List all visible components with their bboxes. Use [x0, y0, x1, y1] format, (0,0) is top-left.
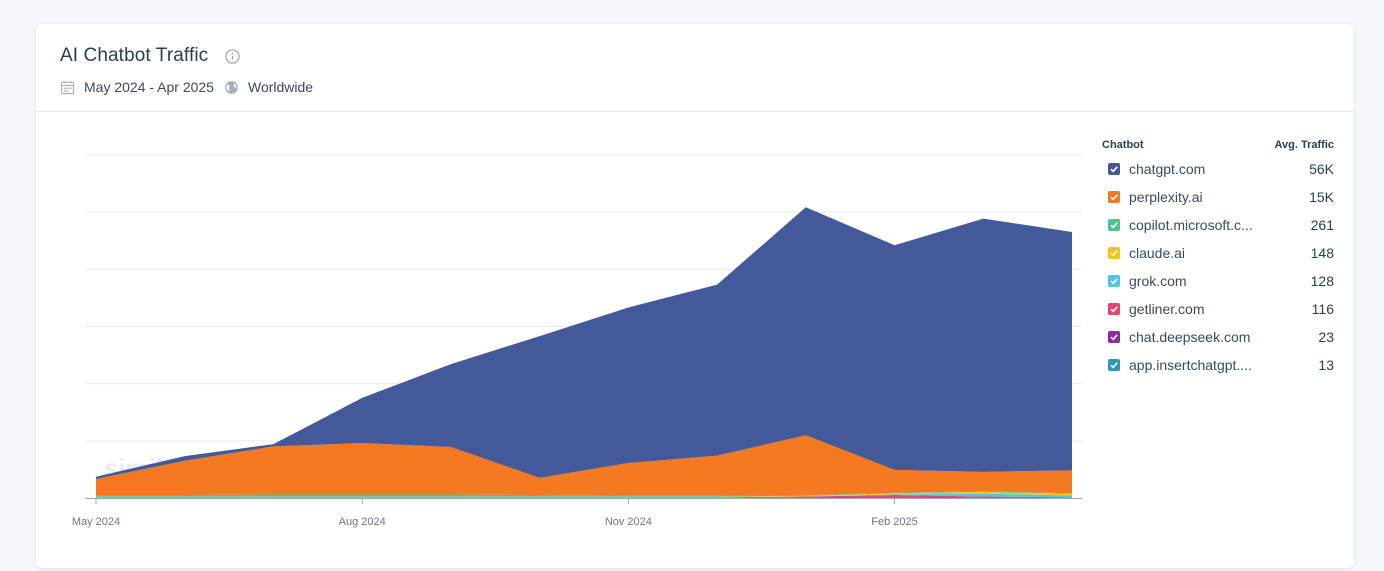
legend-checkbox[interactable] [1108, 303, 1120, 315]
x-tick-label: Nov 2024 [605, 516, 652, 528]
check-icon [1110, 278, 1118, 285]
calendar-icon [60, 80, 75, 94]
check-icon [1110, 222, 1118, 229]
chart-meta: May 2024 - Apr 2025 Worldwide [60, 78, 323, 96]
series-area-chatgpt-com [96, 207, 1072, 480]
legend-item[interactable]: chat.deepseek.com 23 [1102, 323, 1334, 351]
legend-item-value: 116 [1311, 301, 1334, 317]
series-area-claude-ai [96, 491, 1072, 498]
legend-item[interactable]: chatgpt.com 56K [1102, 155, 1334, 183]
check-icon [1110, 362, 1118, 369]
legend-col-traffic: Avg. Traffic [1274, 139, 1335, 151]
check-icon [1110, 250, 1118, 257]
check-icon [1110, 166, 1118, 173]
legend-item-value: 148 [1310, 245, 1334, 261]
check-icon [1110, 334, 1118, 341]
legend-item[interactable]: copilot.microsoft.c... 261 [1102, 211, 1334, 239]
legend-item-name: copilot.microsoft.c... [1129, 217, 1253, 233]
legend-checkbox[interactable] [1108, 275, 1120, 287]
info-icon[interactable] [225, 49, 240, 64]
legend-item-value: 13 [1318, 357, 1334, 373]
legend-rows: chatgpt.com 56K perplexity.ai 15K copilot.mi… [1102, 155, 1334, 379]
x-tick-label: Feb 2025 [871, 516, 917, 528]
series-area-copilot-microsoft-c [96, 491, 1072, 497]
legend-col-chatbot: Chatbot [1102, 139, 1144, 151]
legend-item-name: app.insertchatgpt.... [1129, 357, 1252, 373]
series-area-chat-deepseek-com [96, 497, 1072, 498]
check-icon [1110, 306, 1118, 313]
globe-icon [225, 80, 238, 94]
legend-checkbox[interactable] [1108, 359, 1120, 371]
series-area-perplexity-ai [96, 435, 1072, 496]
legend-checkbox[interactable] [1108, 219, 1120, 231]
legend-checkbox[interactable] [1108, 163, 1120, 175]
legend-item-value: 23 [1318, 329, 1334, 345]
legend-item[interactable]: grok.com 128 [1102, 267, 1334, 295]
legend-item-name: grok.com [1129, 273, 1187, 289]
legend-item-name: chat.deepseek.com [1129, 329, 1251, 345]
series-area-getliner-com [96, 495, 1072, 498]
legend-item[interactable]: claude.ai 148 [1102, 239, 1334, 267]
chart-legend: Chatbot Avg. Traffic chatgpt.com 56K perpl… [1102, 135, 1334, 379]
region[interactable]: Worldwide [247, 79, 314, 95]
legend-header: Chatbot Avg. Traffic [1102, 135, 1334, 155]
legend-item-name: chatgpt.com [1129, 161, 1206, 177]
date-range[interactable]: May 2024 - Apr 2025 [84, 79, 214, 95]
legend-item-value: 56K [1309, 161, 1334, 177]
chart-card: AI Chatbot Traffic May 2024 - Apr 2025 [36, 24, 1354, 568]
legend-checkbox[interactable] [1108, 331, 1120, 343]
legend-item[interactable]: getliner.com 116 [1102, 295, 1334, 323]
legend-item[interactable]: perplexity.ai 15K [1102, 183, 1334, 211]
legend-item-name: perplexity.ai [1129, 189, 1203, 205]
legend-checkbox[interactable] [1108, 247, 1120, 259]
chart-title: AI Chatbot Traffic [60, 45, 209, 66]
x-tick-label: Aug 2024 [339, 516, 386, 528]
legend-item-value: 15K [1309, 189, 1334, 205]
series-area-grok-com [96, 493, 1072, 498]
legend-item[interactable]: app.insertchatgpt.... 13 [1102, 351, 1334, 379]
legend-item-value: 128 [1310, 273, 1334, 289]
card-header: AI Chatbot Traffic May 2024 - Apr 2025 [36, 24, 1354, 112]
legend-checkbox[interactable] [1108, 191, 1120, 203]
x-tick-label: May 2024 [72, 516, 120, 528]
legend-item-name: claude.ai [1129, 245, 1186, 261]
check-icon [1110, 194, 1118, 201]
legend-item-name: getliner.com [1129, 301, 1205, 317]
legend-item-value: 261 [1310, 217, 1334, 233]
